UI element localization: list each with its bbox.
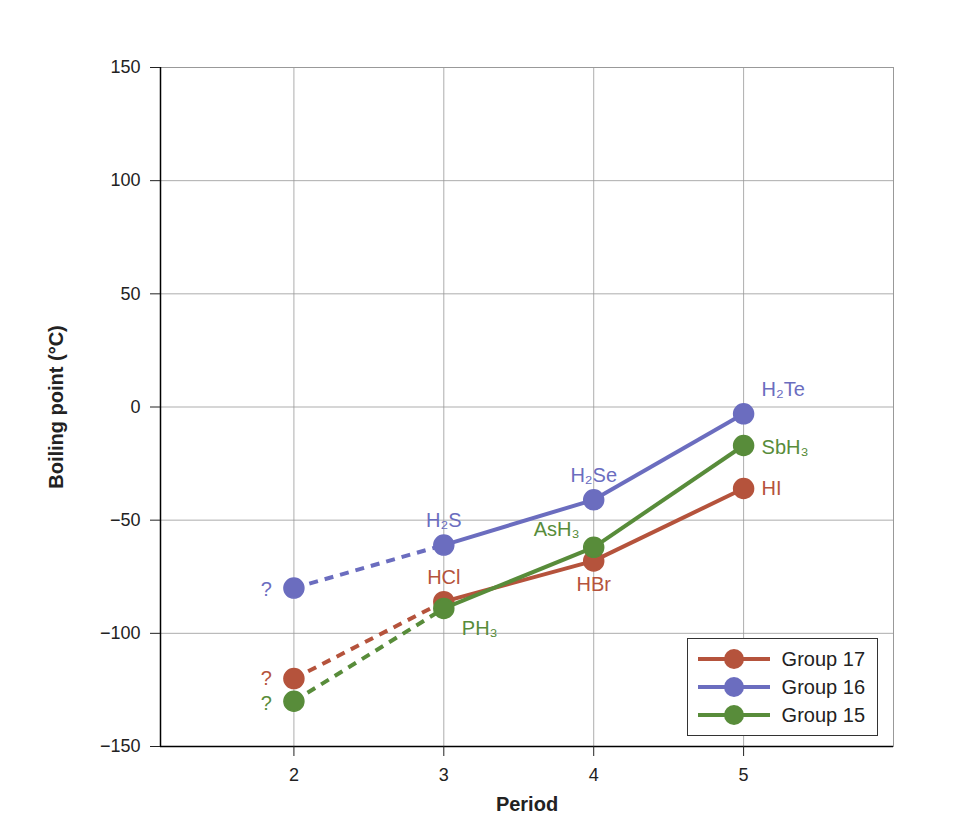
svg-text:5: 5 <box>739 765 749 785</box>
svg-text:−150: −150 <box>100 736 141 756</box>
svg-text:2: 2 <box>289 765 299 785</box>
svg-text:H₂Te: H₂Te <box>762 378 805 400</box>
html-text:Group 17: Group 17 <box>781 647 865 670</box>
html-text:Group 16: Group 16 <box>781 675 865 698</box>
svg-text:0: 0 <box>130 397 140 417</box>
svg-text:−50: −50 <box>110 510 141 530</box>
svg-text:3: 3 <box>439 765 449 785</box>
svg-text:HBr: HBr <box>576 573 611 595</box>
svg-text:?: ? <box>261 692 272 714</box>
svg-text:HI: HI <box>762 477 782 499</box>
svg-text:?: ? <box>261 578 272 600</box>
svg-text:?: ? <box>261 667 272 689</box>
svg-text:HCl: HCl <box>427 566 460 588</box>
svg-text:100: 100 <box>110 170 140 190</box>
svg-text:−100: −100 <box>100 623 141 643</box>
svg-text:SbH₃: SbH₃ <box>762 436 809 458</box>
svg-text:Period: Period <box>496 793 558 815</box>
svg-text:Boiling point (°C): Boiling point (°C) <box>45 325 67 489</box>
html-text:Group 15: Group 15 <box>781 703 865 726</box>
svg-text:50: 50 <box>120 284 140 304</box>
svg-text:AsH₃: AsH₃ <box>534 518 580 540</box>
svg-text:150: 150 <box>110 57 140 77</box>
svg-text:H₂Se: H₂Se <box>570 464 617 486</box>
svg-text:4: 4 <box>589 765 599 785</box>
svg-text:PH₃: PH₃ <box>462 617 498 639</box>
svg-text:H₂S: H₂S <box>426 509 462 531</box>
